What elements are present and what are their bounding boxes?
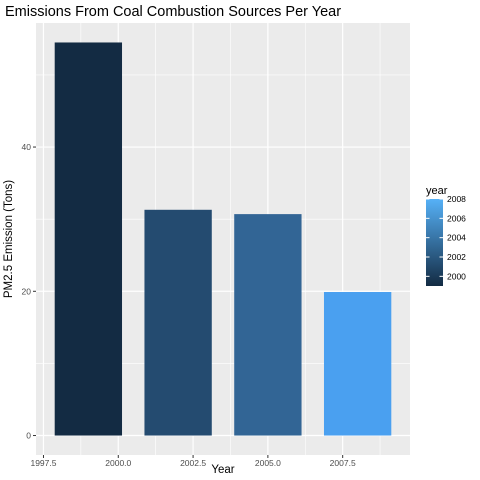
bar-2005 [234, 214, 302, 436]
bar-2002 [144, 209, 212, 436]
x-tick-label: 2007.5 [330, 458, 356, 468]
x-axis-title: Year [211, 464, 234, 476]
x-axis: 1997.5 2000.0 2002.5 2005.0 2007.5 [30, 455, 356, 468]
legend-label: 2000 [447, 271, 466, 281]
x-tick-label: 2002.5 [180, 458, 206, 468]
legend-label: 2006 [447, 213, 466, 223]
y-axis: 0 20 40 [22, 142, 36, 441]
x-tick-label: 2000.0 [105, 458, 131, 468]
legend-title: year [426, 185, 448, 197]
y-axis-title: PM2.5 Emission (Tons) [3, 180, 15, 298]
legend-label: 2004 [447, 233, 466, 243]
bars [54, 42, 392, 436]
chart-title: Emissions From Coal Combustion Sources P… [5, 4, 341, 20]
x-tick-label: 1997.5 [30, 458, 56, 468]
bar-1999 [54, 42, 123, 436]
y-tick-label: 0 [26, 431, 31, 441]
legend-label: 2002 [447, 252, 466, 262]
y-tick-label: 40 [22, 142, 32, 152]
legend: year 2000 2002 2004 2006 2008 [426, 185, 466, 286]
legend-colorbar [426, 199, 443, 286]
legend-label: 2008 [447, 194, 466, 204]
bar-2008 [323, 292, 392, 436]
y-tick-label: 20 [22, 286, 32, 296]
x-tick-label: 2005.0 [255, 458, 281, 468]
